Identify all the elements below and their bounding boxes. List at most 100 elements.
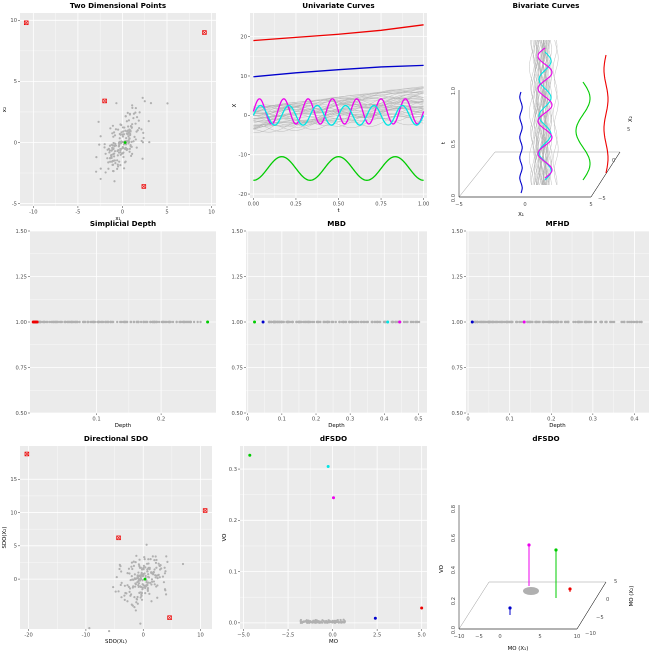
data-point (104, 171, 107, 174)
x-tick-label: -10 (29, 210, 37, 216)
data-point (163, 566, 166, 569)
data-point (498, 320, 501, 324)
data-point (139, 320, 143, 324)
data-point (344, 320, 348, 324)
data-point (116, 167, 119, 170)
data-point (378, 320, 382, 324)
z-tick-label: 0.6 (451, 534, 457, 542)
data-point (110, 143, 113, 146)
data-point (154, 561, 158, 564)
data-point (160, 320, 164, 324)
data-point (153, 320, 156, 324)
data-point (149, 558, 152, 561)
highlighted-point (386, 320, 390, 324)
outlier-marker (102, 98, 107, 104)
data-point (137, 571, 140, 574)
outlier-marker-cross (116, 535, 121, 540)
data-point (165, 555, 168, 558)
y-axis-label: MO (X₂) (629, 586, 635, 607)
x-tick-label: −10 (454, 634, 465, 640)
data-point (131, 604, 134, 607)
highlighted-point (470, 320, 474, 324)
data-point (559, 320, 562, 324)
series-line (537, 47, 553, 179)
data-point (50, 320, 53, 324)
data-point (406, 320, 409, 324)
data-point (409, 320, 413, 324)
data-point (122, 133, 126, 136)
data-point (90, 320, 94, 324)
data-point (138, 564, 141, 568)
data-point (142, 131, 145, 135)
data-point (132, 560, 135, 563)
data-point (585, 320, 589, 324)
highlighted-point (373, 616, 377, 620)
data-point (120, 570, 123, 573)
data-point (113, 134, 117, 137)
data-point (137, 119, 140, 122)
data-point (137, 583, 140, 587)
y-tick-label: 1.00 (231, 320, 243, 326)
x-tick-label: 0.0 (328, 633, 336, 639)
data-point (366, 320, 370, 324)
data-point (341, 620, 344, 624)
data-point (136, 575, 140, 578)
data-point (118, 140, 121, 143)
outlier-marker-cross (24, 20, 29, 25)
data-point (286, 320, 289, 324)
highlighted-point (35, 320, 39, 324)
data-point (131, 578, 134, 581)
y-tick-label: 10 (10, 18, 17, 24)
data-point (117, 590, 120, 593)
series-line (253, 64, 424, 78)
data-point (482, 320, 486, 324)
highlighted-point (248, 453, 252, 457)
outlier-marker-cross (167, 615, 172, 620)
data-point (116, 154, 119, 157)
data-point (142, 566, 145, 570)
data-point (107, 161, 110, 164)
data-point (299, 618, 303, 622)
data-point (140, 598, 144, 601)
data-point (95, 156, 98, 159)
y-tick-label: 1.25 (451, 274, 463, 280)
data-point (158, 564, 161, 568)
data-point (142, 572, 145, 575)
data-point (506, 320, 509, 324)
data-point (350, 320, 354, 324)
data-point (103, 143, 106, 146)
data-point (110, 160, 114, 163)
data-point (150, 583, 153, 586)
data-point (141, 96, 144, 99)
data-point (116, 149, 119, 153)
data-point (119, 149, 122, 152)
data-point (192, 320, 196, 324)
data-point (111, 146, 114, 150)
chart-panel-3d: −5 0 5 −5 0 5 0.0 0.5 1.0 X₁ X₂ t (441, 39, 634, 218)
data-point (124, 591, 127, 595)
data-point (414, 320, 418, 324)
data-point (86, 320, 89, 324)
x-tick-label: 10 (574, 634, 581, 640)
data-point (130, 140, 133, 143)
data-point (140, 593, 143, 596)
y-tick-label: 0.75 (451, 365, 463, 371)
data-point (163, 572, 167, 575)
data-point (362, 320, 365, 324)
data-point (277, 320, 281, 324)
y-tick-label: -20 (239, 192, 247, 198)
y-tick-label: 5 (614, 579, 617, 585)
data-point (115, 102, 118, 105)
data-point (493, 320, 497, 324)
data-point (152, 570, 155, 574)
data-point (417, 320, 421, 324)
data-point (551, 320, 555, 324)
data-point (144, 584, 147, 587)
data-point (135, 601, 138, 604)
data-point (291, 320, 294, 324)
x-tick-label: 0.5 (414, 417, 422, 423)
data-point (133, 135, 136, 139)
y-tick-label: 5 (14, 544, 17, 550)
panel-title: Two Dimensional Points (70, 1, 166, 10)
x-tick-label: 0.4 (630, 417, 639, 423)
